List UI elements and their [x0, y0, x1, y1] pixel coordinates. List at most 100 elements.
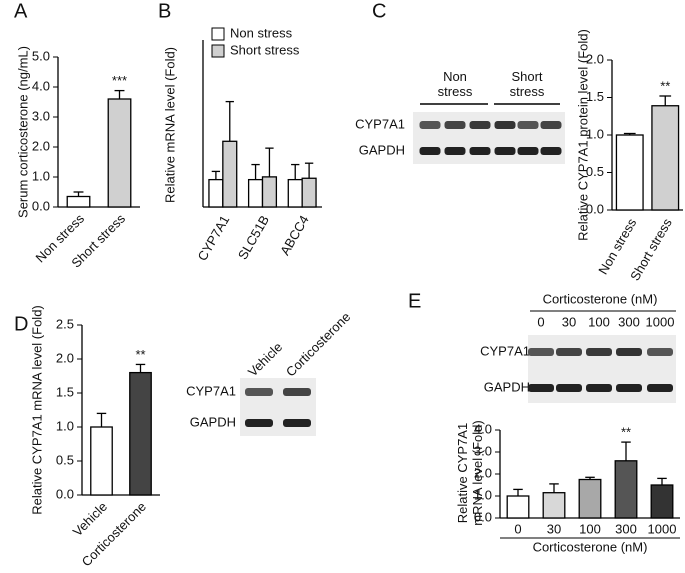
blot-lane-label: 1000 [646, 314, 675, 329]
blot-lane-label: Corticosterone [283, 309, 353, 379]
blot-band [540, 121, 562, 129]
blot-band [586, 384, 612, 392]
blot-band [540, 147, 562, 155]
blot-group-label: Short stress [509, 69, 545, 99]
y-tick-label: 0.0 [586, 201, 604, 216]
blot-lane-label: 300 [618, 314, 640, 329]
bar [66, 195, 91, 208]
significance: ** [660, 78, 670, 93]
y-tick-label: 0.0 [32, 198, 50, 213]
y-tick-label: 4.0 [32, 78, 50, 93]
x-tick-label: ABCC4 [277, 213, 312, 258]
blot-row-label: GAPDH [484, 379, 530, 394]
blot-band [616, 348, 642, 356]
blot-lane-label: 0 [537, 314, 544, 329]
blot-band [528, 384, 554, 392]
y-tick-label: 0.0 [474, 509, 492, 524]
y-tick-label: 2.0 [32, 138, 50, 153]
panel-letter: E [408, 290, 421, 312]
blot-row-label: CYP7A1 [480, 343, 530, 358]
blot-title: Corticosterone (nM) [543, 291, 658, 306]
blot-background [240, 378, 316, 436]
y-tick-label: 4.0 [474, 421, 492, 436]
y-tick-label: 2.0 [474, 465, 492, 480]
x-tick-label: SLC51B [235, 213, 272, 262]
blot-band [444, 121, 466, 129]
blot-band [528, 348, 554, 356]
blot-band [469, 121, 491, 129]
x-tick-label: 100 [579, 521, 601, 536]
y-tick-label: 1.0 [32, 168, 50, 183]
blot-band [245, 419, 273, 427]
blot-band [517, 121, 539, 129]
blot-band [647, 384, 673, 392]
y-tick-label: 1.5 [586, 89, 604, 104]
blot-band [586, 348, 612, 356]
blot-band [556, 348, 582, 356]
y-axis-label: Relative CYP7A1 protein level (Fold) [575, 29, 590, 241]
bar [651, 105, 680, 211]
y-axis-label: Serum corticosterone (ng/mL) [15, 46, 30, 218]
x-tick-label: 1000 [648, 521, 677, 536]
blot-band [469, 147, 491, 155]
bar [615, 134, 644, 211]
bar [261, 176, 278, 208]
y-tick-label: 1.0 [56, 418, 74, 433]
y-tick-label: 1.5 [56, 384, 74, 399]
panel-letter: D [14, 313, 28, 335]
y-tick-label: 5.0 [32, 48, 50, 63]
blot-band [419, 147, 441, 155]
y-axis-label: Relative CYP7A1 mRNA level (Fold) [455, 420, 485, 526]
legend-label: Short stress [230, 42, 300, 57]
x-tick-label: 300 [615, 521, 637, 536]
bar [506, 495, 530, 519]
significance: *** [112, 73, 127, 88]
blot-band [494, 121, 516, 129]
y-axis-label: Relative CYP7A1 mRNA level (Fold) [29, 305, 44, 515]
significance: ** [621, 425, 631, 440]
bar [208, 178, 224, 208]
bar [578, 478, 602, 519]
bar [90, 426, 113, 496]
blot-band [616, 384, 642, 392]
blot-background [413, 112, 565, 164]
panel-letter: A [14, 0, 28, 22]
blot-band [444, 147, 466, 155]
blot-lane-label: Vehicle [245, 339, 285, 379]
blot-band [283, 419, 311, 427]
blot-group-label: Non stress [437, 69, 473, 99]
blot-row-label: CYP7A1 [186, 383, 236, 398]
y-tick-label: 2.0 [586, 51, 604, 66]
y-tick-label: 2.5 [56, 316, 74, 331]
y-tick-label: 2.0 [56, 350, 74, 365]
y-tick-label: 3.0 [32, 108, 50, 123]
legend-swatch [211, 27, 225, 41]
blot-band [283, 388, 311, 396]
blot-band [419, 121, 441, 129]
y-tick-label: 3.0 [474, 443, 492, 458]
bar [650, 484, 674, 519]
blot-lane-label: 30 [562, 314, 576, 329]
bar [222, 140, 238, 208]
legend-label: Non stress [230, 25, 293, 40]
bar [107, 98, 132, 208]
bar [542, 492, 566, 519]
bar [287, 178, 303, 208]
blot-background [528, 335, 676, 403]
panel-letter: C [372, 0, 386, 22]
y-tick-label: 1.0 [474, 487, 492, 502]
x-tick-label: CYP7A1 [194, 213, 232, 264]
blot-row-label: GAPDH [190, 414, 236, 429]
bar [614, 460, 638, 519]
bar [301, 177, 317, 208]
y-axis-label: Relative mRNA level (Fold) [162, 47, 177, 203]
legend-swatch [211, 44, 225, 58]
blot-row-label: GAPDH [359, 142, 405, 157]
x-tick-label: 0 [514, 521, 521, 536]
blot-band [647, 348, 673, 356]
y-tick-label: 1.0 [586, 126, 604, 141]
panel-letter: B [158, 0, 171, 22]
bar [247, 178, 264, 208]
